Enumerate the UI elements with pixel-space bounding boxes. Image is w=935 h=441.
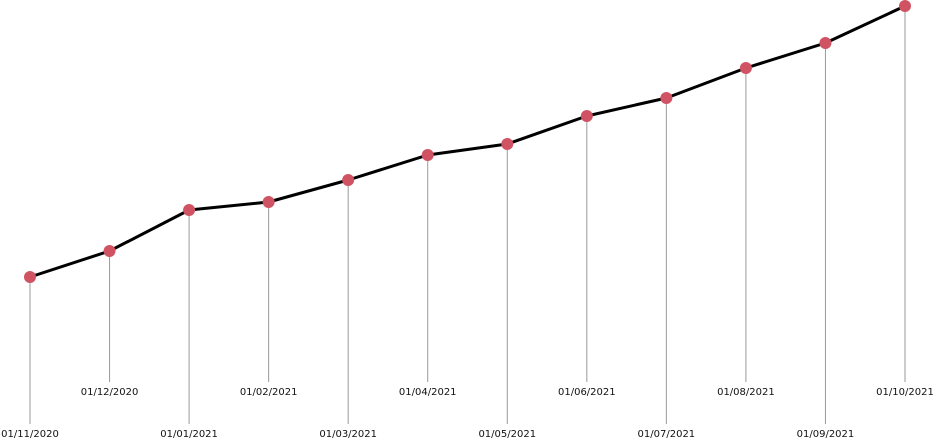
x-tick-label: 01/04/2021 (399, 387, 457, 398)
marker (262, 196, 275, 208)
marker (739, 62, 752, 74)
marker (819, 37, 832, 49)
marker (580, 110, 593, 122)
marker (24, 271, 36, 283)
x-tick-label: 01/08/2021 (717, 387, 775, 398)
marker (501, 138, 514, 150)
x-tick-label: 01/09/2021 (797, 429, 855, 440)
x-tick-label: 01/11/2020 (1, 429, 59, 440)
marker (183, 204, 196, 216)
x-tick-label: 01/12/2020 (81, 387, 139, 398)
x-tick-label: 01/03/2021 (319, 429, 377, 440)
marker (899, 0, 911, 12)
marker (103, 245, 116, 257)
x-tick-label: 01/02/2021 (240, 387, 298, 398)
marker (421, 149, 434, 161)
x-tick-label: 01/07/2021 (638, 429, 696, 440)
marker (342, 174, 355, 186)
marker (660, 92, 673, 104)
x-tick-label: 01/10/2021 (876, 387, 934, 398)
x-tick-label: 01/01/2021 (160, 429, 218, 440)
x-tick-label: 01/05/2021 (478, 429, 536, 440)
line (29, 4, 906, 279)
x-tick-label: 01/06/2021 (558, 387, 616, 398)
